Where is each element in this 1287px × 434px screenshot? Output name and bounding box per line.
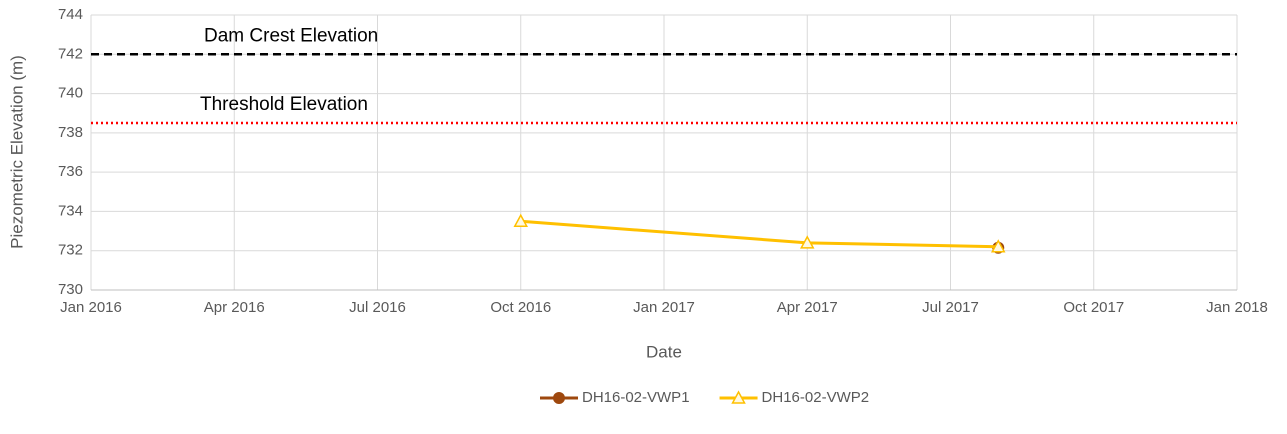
y-tick-label: 740	[58, 85, 83, 102]
y-tick-label: 738	[58, 124, 83, 141]
x-tick-label: Apr 2017	[777, 299, 838, 316]
reference-label: Threshold Elevation	[200, 94, 368, 115]
x-tick-label: Apr 2016	[204, 299, 265, 316]
y-tick-label: 734	[58, 202, 83, 219]
legend-label: DH16-02-VWP2	[762, 389, 870, 406]
legend-marker	[731, 390, 746, 404]
y-tick-label: 730	[58, 281, 83, 298]
x-tick-label: Jul 2017	[922, 299, 979, 316]
point	[990, 239, 1006, 253]
x-tick-label: Jul 2016	[349, 299, 406, 316]
point	[799, 235, 815, 249]
y-tick-label: 736	[58, 163, 83, 180]
x-tick-label: Jan 2018	[1206, 299, 1268, 316]
legend-marker	[553, 392, 565, 404]
x-tick-label: Oct 2016	[490, 299, 551, 316]
x-axis-label: Date	[646, 342, 682, 361]
series-line	[520, 219, 999, 249]
reference-label: Dam Crest Elevation	[204, 25, 378, 46]
point	[513, 213, 529, 227]
legend-label: DH16-02-VWP1	[582, 389, 690, 406]
x-tick-label: Jan 2016	[60, 299, 122, 316]
x-tick-label: Jan 2017	[633, 299, 695, 316]
y-tick-label: 744	[58, 6, 83, 23]
x-tick-label: Oct 2017	[1063, 299, 1124, 316]
y-tick-label: 732	[58, 242, 83, 259]
y-tick-label: 742	[58, 45, 83, 62]
y-axis-label: Piezometric Elevation (m)	[7, 55, 26, 249]
